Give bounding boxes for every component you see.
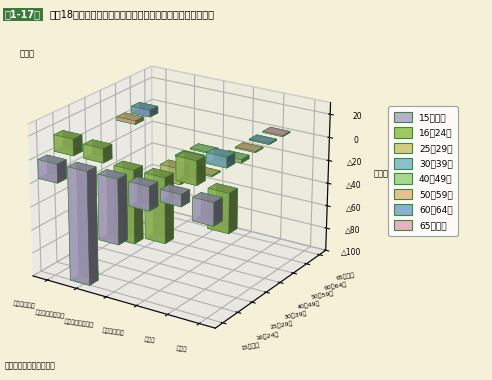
Legend: 15歳以下, 16～24歳, 25～29歳, 30～39歳, 40～49歳, 50～59歳, 60～64歳, 65歳以上: 15歳以下, 16～24歳, 25～29歳, 30～39歳, 40～49歳, 5… bbox=[388, 106, 458, 236]
Text: 平成18年中の状態別・年齢層別交通事故死者数（対前年比）: 平成18年中の状態別・年齢層別交通事故死者数（対前年比） bbox=[49, 10, 214, 19]
Text: 注　警察庁資料による。: 注 警察庁資料による。 bbox=[5, 361, 56, 370]
Text: （人）: （人） bbox=[20, 49, 34, 59]
Text: ㆁ1-17図: ㆁ1-17図 bbox=[5, 10, 41, 19]
